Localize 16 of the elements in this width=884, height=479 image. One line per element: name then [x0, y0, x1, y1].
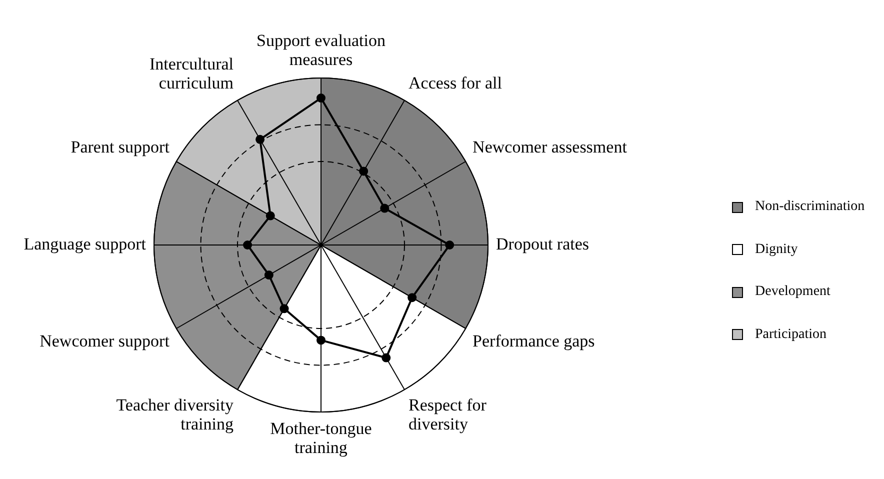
- spoke-label: Intercultural curriculum: [149, 54, 234, 92]
- spoke-label: Access for all: [408, 73, 502, 92]
- spoke-label: Mother-tongue training: [270, 419, 372, 457]
- spoke-label: Newcomer assessment: [472, 138, 628, 156]
- spoke-label: Dropout rates: [496, 234, 590, 254]
- legend-label: Dignity: [755, 242, 798, 258]
- legend-label: Participation: [755, 326, 827, 343]
- legend-label: Development: [755, 284, 830, 300]
- spoke-label: Teacher diversity training: [116, 396, 234, 434]
- spoke-label: Newcomer support: [40, 332, 170, 350]
- spoke-label: Parent support: [70, 138, 170, 156]
- legend-label: Non-discrimination: [755, 199, 865, 216]
- spoke-label: Respect for diversity: [408, 396, 487, 434]
- spoke-label: Support evaluation measures: [256, 31, 386, 69]
- spoke-label: Language support: [24, 234, 146, 254]
- spoke-label: Performance gaps: [472, 332, 595, 350]
